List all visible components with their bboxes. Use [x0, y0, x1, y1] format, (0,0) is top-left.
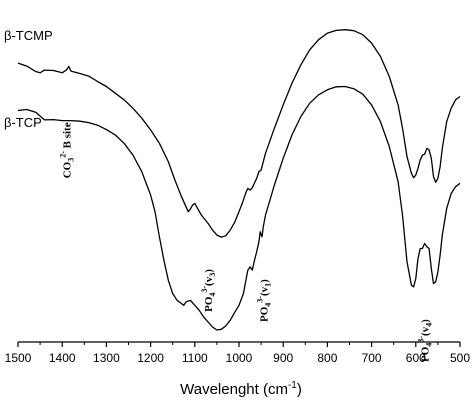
- x-tick-label-1100: 1100: [182, 351, 208, 365]
- x-tick-label-1000: 1000: [226, 351, 253, 365]
- annotation-po-v3: PO43-(v3): [200, 269, 217, 312]
- annotation-po-v4: PO43-(v4): [417, 319, 434, 362]
- label-layer: β-TCMP β-TCP CO32- B site PO43-(v3) PO43-(v1…: [4, 28, 434, 362]
- x-axis: 1500 1400 1300 1200 1100 1000 900 800 700 600 500 W…: [5, 341, 470, 398]
- x-tick-label-1500: 1500: [5, 351, 32, 365]
- annotation-co3: CO32- B site: [59, 122, 76, 178]
- x-tick-label-600: 600: [406, 351, 426, 365]
- series-name-tcmp-0: β-TCMP: [4, 28, 53, 43]
- x-tick-label-1200: 1200: [137, 351, 164, 365]
- annotation-po-v4-text: PO43-(v4): [417, 319, 434, 362]
- x-tick-label-1300: 1300: [93, 351, 120, 365]
- series-name-tcp-1: β-TCP: [4, 115, 42, 130]
- annotation-po-v1: PO43-(v1): [255, 279, 272, 322]
- annotation-po-v1-text: PO43-(v1): [255, 279, 272, 322]
- x-tick-label-700: 700: [362, 351, 382, 365]
- x-tick-label-900: 900: [273, 351, 293, 365]
- x-tick-label-500: 500: [450, 351, 470, 365]
- series-layer: [17, 29, 461, 331]
- series-line-tcmp: [17, 29, 461, 238]
- x-tick-label-800: 800: [317, 351, 337, 365]
- annotation-co3-text: CO32- B site: [59, 122, 76, 178]
- x-axis-title: Wavelenght (cm-1): [180, 380, 302, 398]
- series-line-tcp: [17, 85, 461, 331]
- annotation-po-v3-text: PO43-(v3): [200, 269, 217, 312]
- x-tick-label-1400: 1400: [49, 351, 76, 365]
